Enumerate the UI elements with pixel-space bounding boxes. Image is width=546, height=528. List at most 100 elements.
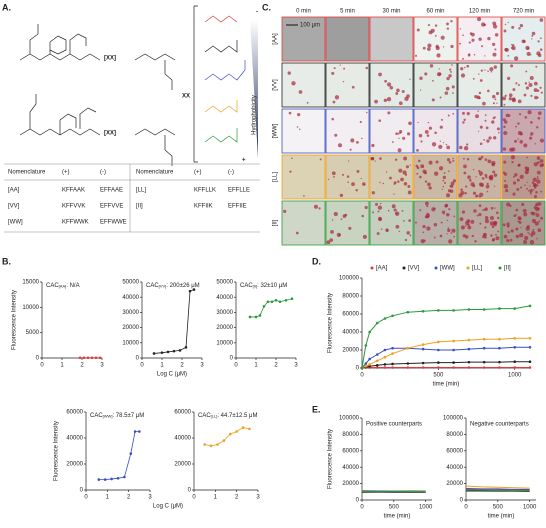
data-point (364, 362, 368, 365)
aggregate (443, 181, 447, 184)
y-tick-label: 40000 (66, 436, 83, 442)
aggregate (435, 160, 439, 164)
aggregate (445, 86, 450, 91)
aggregate (484, 216, 489, 220)
title-value: : 78.5±7 μM (112, 413, 144, 419)
x-tick-label: 1000 (508, 373, 522, 379)
aggregate (479, 174, 482, 176)
aggregate (439, 140, 441, 142)
aggregate (481, 22, 486, 27)
aggregate (389, 85, 394, 90)
aggregate (540, 190, 543, 193)
aggregate (433, 222, 438, 227)
aggregate (306, 101, 309, 104)
data-point (437, 309, 440, 312)
x-axis-label: time (min) (433, 382, 460, 388)
aggregate (416, 28, 420, 32)
aggregate (429, 64, 434, 68)
y-tick-label: 20000 (66, 462, 83, 468)
legend-marker (498, 266, 502, 270)
aggregate (517, 122, 520, 125)
aggregate (446, 22, 449, 26)
aggregate (377, 210, 380, 213)
aggregate (464, 66, 466, 69)
data-point (290, 297, 294, 301)
x-tick-label: 0 (40, 363, 44, 369)
aggregate (519, 140, 524, 144)
y-tick-label: 0 (136, 356, 140, 362)
data-point (467, 366, 471, 369)
series-line (465, 485, 530, 489)
legend-marker (434, 266, 438, 270)
aggregate (505, 113, 510, 118)
aggregate (532, 177, 537, 182)
micrograph (501, 62, 546, 108)
series-line (361, 305, 531, 369)
aggregate (537, 116, 541, 120)
aggregate (333, 67, 336, 70)
aggregate (528, 82, 533, 87)
y-tick-label: 40000 (342, 465, 359, 471)
aggregate (514, 139, 518, 143)
aggregate (446, 145, 451, 150)
table-cell: EFFVVE (100, 204, 123, 210)
aggregate (435, 46, 440, 51)
aggregate (495, 91, 500, 96)
aggregate (503, 29, 507, 33)
aggregate (513, 56, 519, 61)
x-tick-label: 2 (274, 363, 278, 369)
aggregate (525, 171, 528, 174)
legend-marker (370, 266, 374, 270)
aggregate (476, 194, 479, 198)
aggregate (531, 181, 535, 184)
aggregate (511, 46, 516, 51)
micrograph (325, 200, 370, 246)
aggregate (444, 91, 449, 95)
chart-title: Negative counterparts (470, 422, 529, 428)
aggregate (494, 185, 496, 187)
data-point (513, 337, 517, 340)
aggregate (434, 131, 437, 135)
y-tick-label: 40000 (122, 295, 139, 301)
aggregate (537, 202, 542, 206)
aggregate (319, 158, 322, 161)
panel-label: B. (2, 256, 11, 266)
aggregate (399, 130, 403, 134)
title-sub: [WW] (103, 414, 113, 419)
aggregate (459, 28, 462, 30)
aggregate (402, 220, 405, 222)
aggregate (492, 117, 495, 120)
aggregate (446, 76, 450, 81)
aggregate (492, 24, 498, 29)
aggregate (512, 192, 516, 196)
aggregate (375, 202, 379, 206)
aggregate (404, 238, 408, 242)
aggregate (476, 95, 481, 100)
xx-label: XX (182, 94, 190, 100)
aggregate (452, 157, 454, 160)
aggregate (468, 53, 471, 56)
title-sub: [AA] (59, 284, 67, 289)
aggregate (536, 156, 541, 160)
aggregate (540, 216, 544, 220)
aggregate (420, 140, 423, 143)
aggregate (446, 193, 451, 198)
aggregate (531, 34, 534, 37)
aggregate (507, 21, 509, 24)
aggregate (377, 205, 383, 210)
aggregate (374, 160, 376, 162)
aggregate (298, 90, 303, 94)
aggregate (443, 172, 446, 174)
data-point (97, 478, 101, 481)
aggregate (291, 157, 293, 160)
aggregate (462, 34, 464, 37)
aggregate (509, 147, 514, 152)
aggregate (451, 64, 453, 66)
aggregate (460, 73, 466, 78)
aggregate (470, 182, 475, 187)
aggregate (490, 234, 493, 237)
data-point (452, 348, 455, 352)
x-tick-label: 3 (294, 363, 298, 369)
data-point (452, 361, 455, 364)
table-cell: KFFIIK (194, 204, 213, 210)
